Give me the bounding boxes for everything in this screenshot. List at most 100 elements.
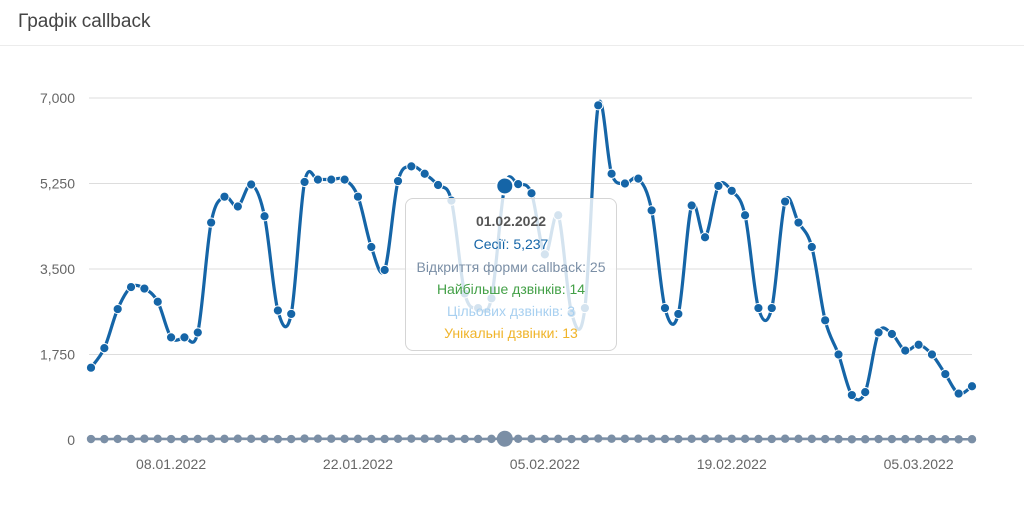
data-point bbox=[232, 201, 243, 212]
data-point bbox=[700, 434, 710, 444]
data-point bbox=[633, 173, 644, 184]
data-point bbox=[180, 434, 189, 444]
data-point bbox=[953, 388, 964, 399]
data-point bbox=[847, 435, 857, 444]
x-tick-label: 05.03.2022 bbox=[884, 456, 954, 472]
data-point bbox=[99, 343, 110, 354]
tooltip-row-most-calls: Найбільше дзвінків: 14 bbox=[436, 281, 586, 297]
data-point bbox=[780, 434, 790, 443]
data-point bbox=[126, 434, 136, 444]
data-point bbox=[406, 161, 417, 172]
data-point bbox=[495, 176, 515, 196]
data-point bbox=[900, 345, 911, 356]
data-point bbox=[861, 435, 870, 444]
data-point bbox=[820, 315, 831, 326]
data-point bbox=[727, 434, 736, 443]
data-point bbox=[927, 434, 937, 444]
tooltip-label: Найбільше дзвінків bbox=[436, 281, 562, 297]
data-point bbox=[272, 305, 283, 316]
data-point bbox=[246, 179, 257, 190]
data-point bbox=[567, 434, 576, 444]
data-point bbox=[340, 434, 349, 444]
data-point bbox=[527, 434, 536, 444]
data-point bbox=[447, 434, 456, 444]
data-point bbox=[806, 241, 817, 253]
data-point bbox=[473, 434, 483, 444]
y-tick-label: 7,000 bbox=[40, 90, 75, 106]
data-point bbox=[607, 434, 616, 443]
data-point bbox=[873, 327, 884, 338]
data-point bbox=[914, 434, 923, 444]
data-point bbox=[273, 434, 283, 444]
data-point bbox=[794, 434, 803, 444]
data-point bbox=[179, 332, 190, 343]
data-point bbox=[299, 176, 310, 188]
data-point bbox=[139, 283, 150, 294]
tooltip-row-sessions: Сесії: 5,237 bbox=[473, 236, 549, 252]
data-point bbox=[941, 435, 950, 444]
data-point bbox=[940, 368, 951, 380]
data-point bbox=[687, 434, 696, 444]
data-point bbox=[593, 100, 604, 111]
data-point bbox=[287, 434, 296, 444]
y-tick-label: 3,500 bbox=[40, 261, 75, 277]
data-point bbox=[219, 191, 230, 202]
data-point bbox=[513, 434, 523, 443]
tooltip-value: 13 bbox=[562, 325, 578, 341]
y-tick-label: 0 bbox=[67, 432, 75, 448]
data-point bbox=[820, 434, 830, 444]
data-point bbox=[393, 434, 403, 443]
data-point bbox=[833, 349, 844, 360]
chart-tooltip: 01.02.2022 Сесії: 5,237 Відкриття форми … bbox=[405, 198, 617, 351]
data-point bbox=[233, 434, 243, 443]
data-point bbox=[686, 200, 697, 211]
data-point bbox=[580, 434, 590, 444]
tooltip-value: 3 bbox=[567, 303, 575, 319]
data-point bbox=[259, 211, 270, 222]
tooltip-row-target-calls: Цільових дзвінків: 3 bbox=[447, 303, 575, 319]
data-point bbox=[673, 308, 684, 320]
tooltip-label: Цільових дзвінків bbox=[447, 303, 560, 319]
data-point bbox=[807, 434, 817, 444]
data-point bbox=[886, 328, 898, 340]
data-point bbox=[260, 434, 269, 444]
tooltip-label: Унікальні дзвінки bbox=[444, 325, 555, 341]
data-point bbox=[246, 434, 256, 444]
data-point bbox=[780, 196, 791, 207]
x-tick-label: 05.02.2022 bbox=[510, 456, 580, 472]
data-point bbox=[540, 434, 550, 444]
data-point bbox=[926, 349, 938, 360]
data-point bbox=[594, 434, 603, 443]
data-point bbox=[954, 435, 963, 444]
data-point bbox=[286, 308, 297, 320]
data-point bbox=[887, 434, 897, 444]
data-point bbox=[379, 264, 390, 276]
tooltip-row-unique-calls: Унікальні дзвінки: 13 bbox=[444, 325, 578, 341]
data-point bbox=[646, 205, 657, 216]
tooltip-value: 5,237 bbox=[513, 236, 549, 252]
data-point bbox=[660, 434, 670, 444]
data-point bbox=[620, 434, 630, 443]
data-point bbox=[313, 434, 323, 443]
data-point bbox=[327, 434, 336, 443]
tooltip-label: Сесії bbox=[473, 236, 506, 252]
data-point bbox=[754, 434, 763, 444]
chart-header: Графік callback bbox=[0, 0, 1024, 46]
data-point bbox=[767, 434, 776, 444]
data-point bbox=[192, 327, 203, 338]
data-point bbox=[726, 185, 737, 196]
data-point bbox=[153, 434, 162, 444]
data-point bbox=[699, 232, 711, 243]
data-point bbox=[166, 434, 176, 444]
data-point bbox=[419, 168, 430, 179]
data-point bbox=[112, 303, 123, 315]
data-point bbox=[113, 434, 122, 444]
y-tick-label: 5,250 bbox=[40, 176, 75, 192]
tooltip-date: 01.02.2022 bbox=[475, 213, 547, 229]
data-point bbox=[553, 434, 563, 444]
data-point bbox=[352, 191, 364, 202]
data-point bbox=[392, 175, 404, 187]
data-point bbox=[846, 389, 857, 401]
tooltip-value: 14 bbox=[569, 281, 586, 297]
data-point bbox=[152, 296, 163, 307]
